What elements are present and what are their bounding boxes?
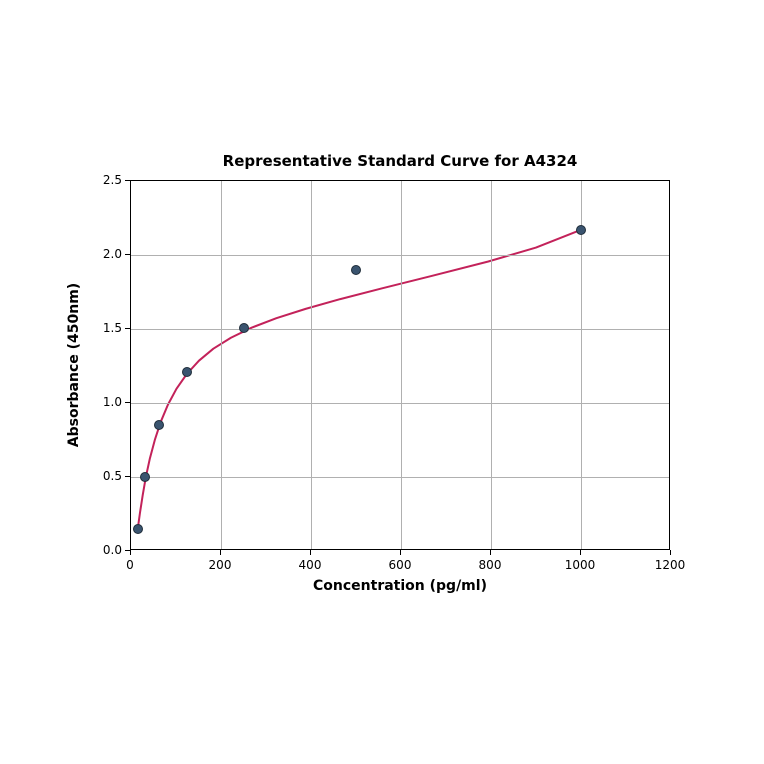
data-point [154, 420, 164, 430]
y-tick-label: 0.0 [98, 543, 122, 557]
y-tick [125, 254, 130, 255]
data-point [576, 225, 586, 235]
x-axis-title: Concentration (pg/ml) [313, 578, 487, 594]
x-tick-label: 400 [299, 558, 322, 572]
x-tick [400, 550, 401, 555]
plot-area [130, 180, 670, 550]
y-tick-label: 1.5 [98, 321, 122, 335]
gridline-vertical [491, 181, 492, 549]
gridline-horizontal [131, 403, 669, 404]
x-tick-label: 200 [209, 558, 232, 572]
x-tick-label: 1200 [655, 558, 686, 572]
curve-path [138, 230, 581, 529]
chart-title: Representative Standard Curve for A4324 [223, 152, 578, 170]
gridline-vertical [401, 181, 402, 549]
y-tick [125, 402, 130, 403]
y-tick-label: 0.5 [98, 469, 122, 483]
y-tick [125, 550, 130, 551]
x-tick [310, 550, 311, 555]
x-tick [220, 550, 221, 555]
gridline-horizontal [131, 255, 669, 256]
data-point [239, 323, 249, 333]
chart-canvas: Representative Standard Curve for A4324 … [0, 0, 764, 764]
x-tick [670, 550, 671, 555]
x-tick [130, 550, 131, 555]
x-tick-label: 1000 [565, 558, 596, 572]
y-tick [125, 476, 130, 477]
x-tick-label: 800 [479, 558, 502, 572]
gridline-horizontal [131, 329, 669, 330]
x-tick-label: 0 [126, 558, 134, 572]
y-tick [125, 328, 130, 329]
gridline-horizontal [131, 477, 669, 478]
data-point [182, 367, 192, 377]
x-tick-label: 600 [389, 558, 412, 572]
gridline-vertical [581, 181, 582, 549]
x-tick [490, 550, 491, 555]
y-tick [125, 180, 130, 181]
y-tick-label: 1.0 [98, 395, 122, 409]
y-tick-label: 2.0 [98, 247, 122, 261]
gridline-vertical [221, 181, 222, 549]
data-point [351, 265, 361, 275]
data-point [140, 472, 150, 482]
x-tick [580, 550, 581, 555]
data-point [133, 524, 143, 534]
y-axis-title: Absorbance (450nm) [66, 283, 82, 447]
gridline-vertical [311, 181, 312, 549]
y-tick-label: 2.5 [98, 173, 122, 187]
